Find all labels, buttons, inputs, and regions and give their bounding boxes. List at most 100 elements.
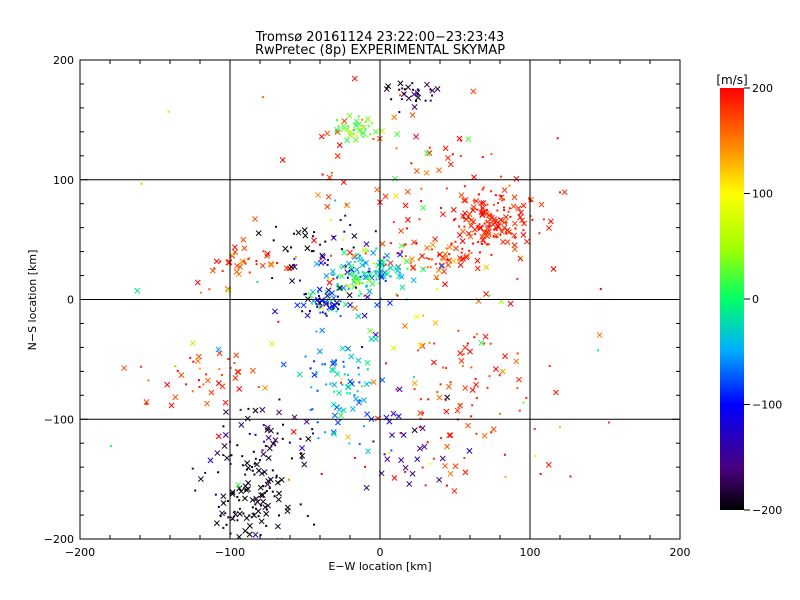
data-point-dot [361, 346, 364, 349]
data-point-dot [437, 254, 440, 257]
data-point-dot [367, 270, 370, 273]
data-point-cross [335, 419, 341, 426]
data-point-cross [347, 132, 354, 138]
data-point-cross [406, 481, 413, 487]
data-point-cross [326, 279, 333, 286]
data-point-cross [222, 409, 229, 416]
data-point-dot [353, 260, 356, 263]
data-point-cross [386, 418, 393, 425]
data-point-cross [330, 234, 337, 241]
data-point-dot [486, 212, 489, 215]
data-point-cross [336, 406, 343, 413]
chart-title: Tromsø 20161124 23:22:00−23:23:43 [255, 30, 505, 45]
data-point-cross [409, 112, 416, 119]
data-point-dot [316, 305, 319, 308]
data-point-dot [488, 375, 491, 378]
data-point-cross [347, 378, 354, 385]
data-point-dot [227, 516, 230, 519]
data-point-cross [402, 464, 409, 471]
data-point-dot [374, 230, 377, 233]
data-point-dot [418, 218, 421, 221]
data-point-cross [316, 348, 323, 355]
data-point-dot [313, 360, 316, 363]
data-point-dot [313, 231, 316, 234]
data-point-cross [274, 523, 281, 530]
data-point-dot [607, 421, 610, 424]
colorbar-tick-label: 0 [752, 293, 759, 306]
data-point-dot [342, 365, 345, 368]
data-point-dot [244, 262, 247, 265]
data-point-cross [445, 262, 452, 269]
data-point-cross [410, 277, 417, 284]
data-point-dot [357, 271, 360, 274]
data-point-dot [413, 388, 416, 391]
data-point-cross [367, 271, 373, 278]
data-point-dot [222, 425, 225, 428]
data-point-dot [383, 453, 386, 456]
data-point-dot [439, 206, 442, 209]
data-point-dot [349, 223, 352, 226]
data-point-dot [321, 173, 324, 176]
data-point-dot [503, 209, 506, 212]
data-point-dot [357, 253, 360, 256]
data-point-dot [294, 256, 297, 259]
data-point-cross [501, 187, 508, 194]
data-point-dot [304, 292, 307, 295]
y-tick-label: −200 [44, 533, 74, 546]
data-point-dot [189, 356, 192, 359]
data-point-dot [463, 225, 466, 228]
data-point-cross [364, 359, 371, 366]
data-point-cross [411, 239, 418, 246]
data-point-cross [264, 543, 269, 548]
data-point-cross [462, 469, 469, 476]
data-point-cross [275, 496, 282, 503]
data-point-cross [436, 167, 442, 174]
data-point-cross [252, 531, 259, 538]
data-point-cross [552, 389, 559, 396]
data-point-cross [434, 86, 441, 92]
data-point-dot [440, 437, 443, 440]
data-point-cross [379, 240, 386, 247]
data-point-cross [336, 390, 342, 396]
data-point-dot [248, 257, 251, 260]
data-point-cross [482, 333, 489, 340]
data-point-cross [511, 194, 518, 201]
data-point-cross [429, 87, 436, 94]
data-point-cross [439, 455, 446, 462]
data-point-dot [372, 440, 375, 443]
data-point-dot [366, 368, 369, 371]
data-point-dot [352, 246, 355, 249]
data-point-cross [446, 244, 453, 251]
data-point-dot [442, 366, 445, 369]
data-point-dot [336, 283, 339, 286]
data-point-dot [488, 223, 491, 226]
data-point-dot [346, 276, 349, 279]
data-point-cross [121, 365, 128, 371]
data-point-cross [168, 402, 175, 409]
data-point-dot [364, 465, 367, 468]
data-point-cross [348, 353, 355, 360]
data-point-dot [221, 270, 224, 273]
data-point-cross [458, 357, 465, 364]
data-point-cross [243, 487, 250, 493]
data-point-dot [427, 257, 430, 260]
data-point-cross [359, 262, 366, 269]
y-tick-label: −100 [44, 413, 74, 426]
data-point-dot [429, 462, 432, 465]
data-point-dot [327, 278, 330, 281]
data-point-dot [484, 209, 487, 212]
data-point-dot [420, 344, 423, 347]
data-point-dot [272, 239, 275, 242]
data-point-dot [450, 242, 453, 245]
data-point-dot [362, 271, 365, 274]
data-point-dot [337, 308, 340, 311]
data-point-dot [301, 310, 304, 313]
data-point-dot [492, 235, 495, 238]
data-point-cross [424, 150, 431, 157]
data-point-cross [337, 412, 344, 419]
data-point-dot [319, 311, 322, 314]
data-point-dot [263, 440, 266, 443]
data-point-cross [442, 462, 448, 469]
data-point-dot [521, 255, 524, 258]
data-point-dot [522, 401, 525, 404]
